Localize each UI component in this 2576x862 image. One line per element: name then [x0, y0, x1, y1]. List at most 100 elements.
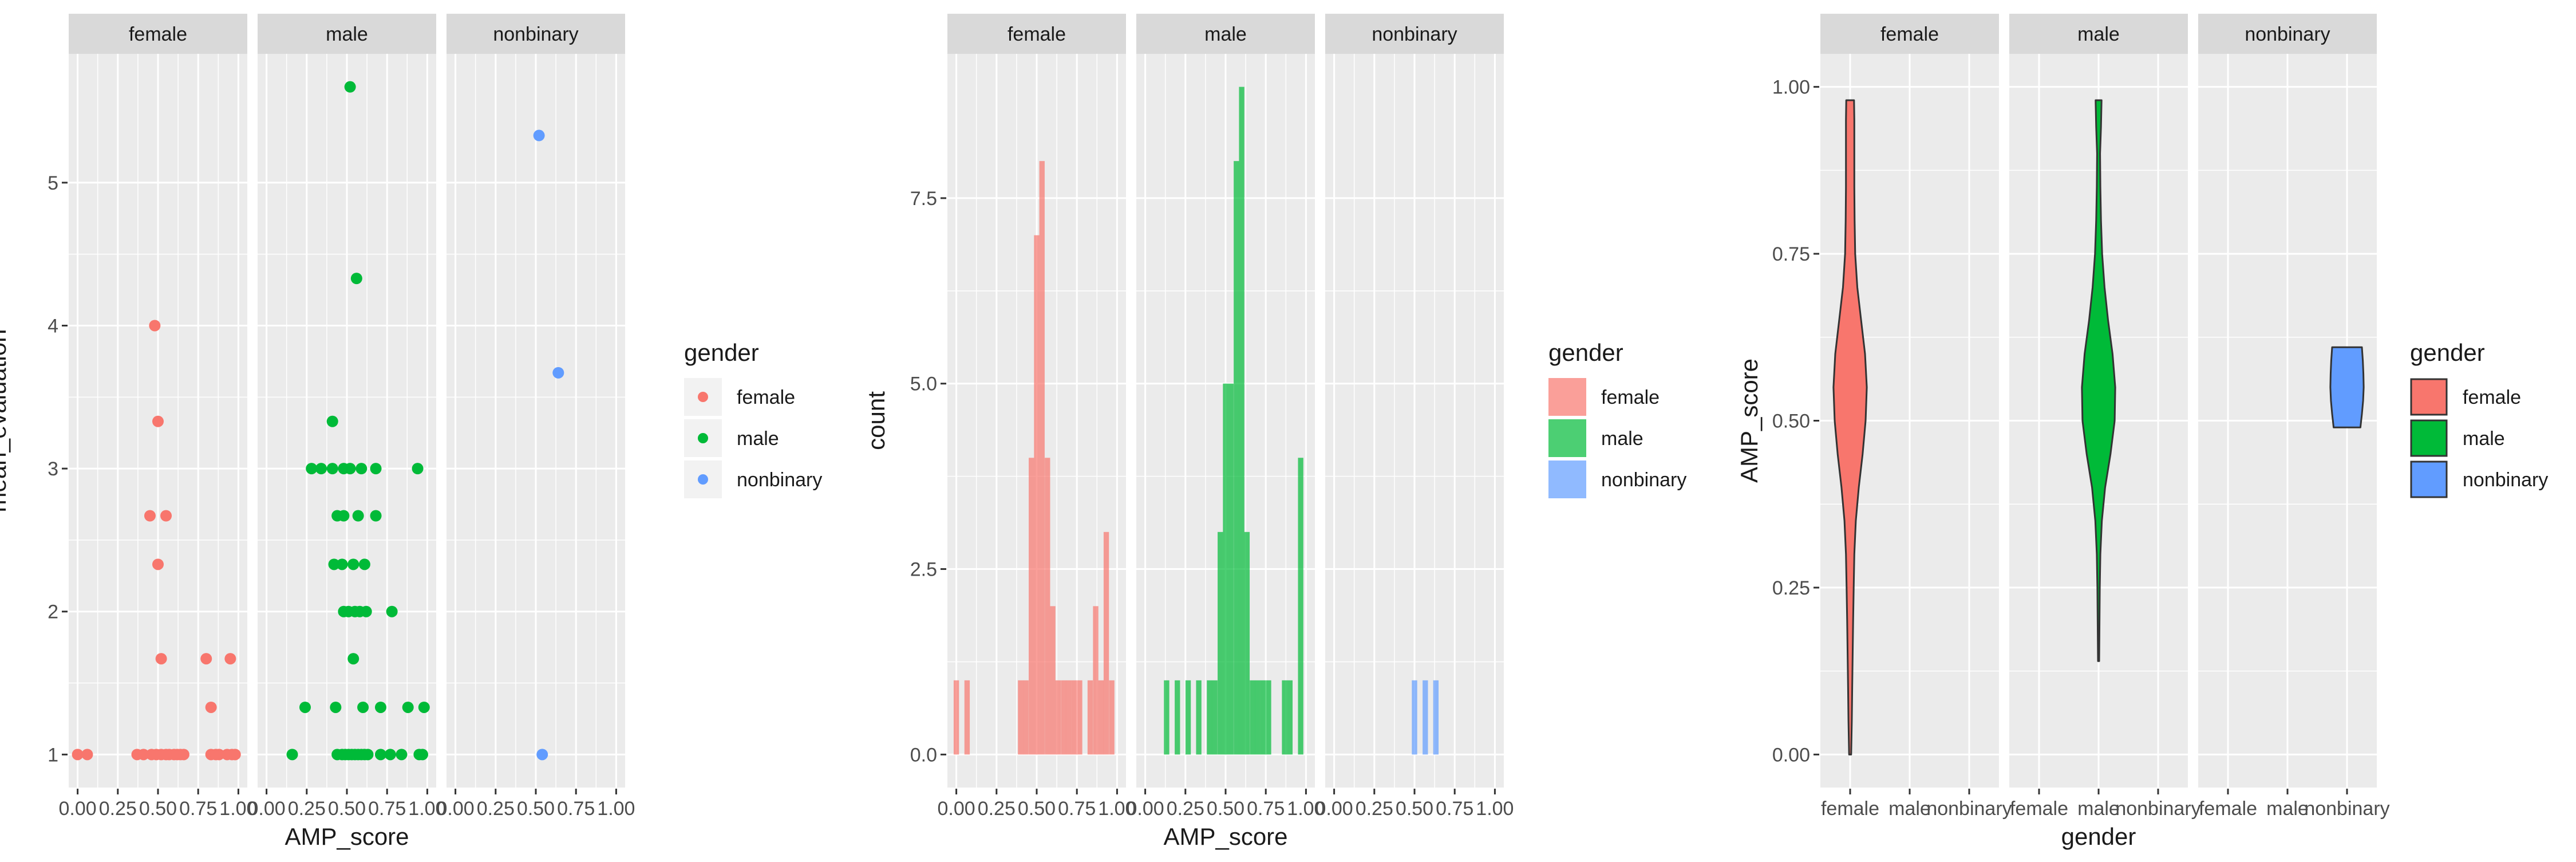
legend-label-male: male: [2463, 428, 2505, 450]
histogram-bar-female: [1029, 458, 1034, 754]
x-tick-label: 0.75: [1247, 798, 1285, 820]
legend-title: gender: [1548, 339, 1623, 366]
facet-strip-label: nonbinary: [2245, 23, 2330, 45]
histogram-bar-female: [1104, 532, 1109, 755]
histogram-bar-female: [1088, 680, 1093, 755]
x-tick-label: 0.75: [1058, 798, 1096, 820]
x-axis-title: AMP_score: [285, 823, 409, 850]
x-tick-label: male: [2266, 798, 2309, 820]
y-tick-label: 0.0: [910, 744, 937, 766]
y-tick-label: 2: [48, 601, 58, 623]
y-tick-label: 0.75: [1772, 243, 1810, 265]
x-tick-label: 0.00: [1315, 798, 1353, 820]
histogram-bar-female: [1040, 161, 1045, 754]
scatter-point-female: [160, 510, 172, 521]
histogram-bar-male: [1175, 680, 1180, 755]
histogram-bar-female: [1077, 680, 1082, 755]
x-tick-label: 0.00: [938, 798, 975, 820]
histogram-bar-female: [1018, 680, 1023, 755]
facet-strip-label: male: [326, 23, 368, 45]
y-tick-label: 5: [48, 172, 58, 194]
y-axis-title: AMP_score: [1736, 359, 1763, 483]
x-tick-label: 0.00: [437, 798, 475, 820]
histogram-bar-male: [1218, 532, 1223, 755]
legend-swatch-nonbinary: [698, 474, 708, 485]
legend-label-female: female: [737, 387, 795, 408]
x-tick-label: 0.25: [978, 798, 1016, 820]
scatter-point-male: [386, 606, 398, 617]
legend-label-female: female: [2463, 387, 2521, 408]
histogram-bar-male: [1212, 680, 1218, 755]
legend-swatch-female: [1548, 378, 1586, 416]
histogram-bar-male: [1244, 532, 1250, 755]
scatter-point-nonbinary: [536, 749, 548, 760]
scatter-point-male: [359, 558, 370, 570]
x-tick-label: 0.50: [139, 798, 177, 820]
histogram-bar-female: [1034, 235, 1039, 755]
histogram-bar-nonbinary: [1412, 680, 1417, 755]
facet-strip-label: male: [1204, 23, 1247, 45]
scatter-figure: 1 2 3 4 5 mean_evaluation female male nonbinary 0…: [0, 14, 822, 850]
x-tick-label: 0.25: [288, 798, 326, 820]
scatter-point-male: [370, 463, 382, 474]
x-tick-label: male: [2077, 798, 2120, 820]
x-tick-label: nonbinary: [2115, 798, 2200, 820]
facet-strip-label: nonbinary: [493, 23, 578, 45]
x-tick-label: 0.00: [59, 798, 97, 820]
y-tick-label: 3: [48, 458, 58, 480]
x-tick-label: 0.75: [368, 798, 406, 820]
legend-swatch-male: [2411, 420, 2447, 456]
scatter-point-male: [330, 702, 341, 713]
scatter-point-male: [351, 273, 362, 284]
x-tick-label: 0.50: [1207, 798, 1244, 820]
scatter-point-male: [345, 463, 356, 474]
x-tick-label: 0.50: [1396, 798, 1433, 820]
legend-label-nonbinary: nonbinary: [1601, 469, 1686, 491]
y-tick-label: 5.0: [910, 373, 937, 395]
histogram-bar-male: [1196, 680, 1201, 755]
facet-strip-label: nonbinary: [1372, 23, 1457, 45]
legend-label-nonbinary: nonbinary: [737, 469, 822, 491]
scatter-point-male: [353, 510, 364, 521]
x-tick-label: male: [1888, 798, 1931, 820]
legend-label-male: male: [1601, 428, 1643, 450]
scatter-point-female: [149, 320, 160, 332]
scatter-point-female: [224, 653, 236, 664]
x-tick-label: 0.25: [477, 798, 515, 820]
histogram-bar-female: [1072, 680, 1077, 755]
x-tick-label: 0.25: [99, 798, 137, 820]
legend-title: gender: [684, 339, 759, 366]
x-tick-label: 0.25: [1356, 798, 1393, 820]
scatter-point-female: [156, 653, 167, 664]
histogram-bar-female: [1109, 680, 1114, 755]
facet-strip-label: female: [1008, 23, 1066, 45]
x-tick-label: nonbinary: [2304, 798, 2389, 820]
histogram-bar-male: [1250, 680, 1255, 755]
y-tick-label: 2.5: [910, 559, 937, 581]
legend-swatch-female: [2411, 379, 2447, 415]
histogram-bar-male: [1239, 87, 1244, 755]
scatter-point-male: [361, 606, 372, 617]
histogram-bar-nonbinary: [1423, 680, 1428, 755]
x-tick-label: 1.00: [1476, 798, 1514, 820]
scatter-point-female: [144, 510, 156, 521]
x-tick-label: 0.50: [1018, 798, 1056, 820]
histogram-bar-male: [1298, 458, 1303, 754]
histogram-bar-female: [1061, 680, 1066, 755]
x-tick-label: female: [1821, 798, 1879, 820]
scatter-point-female: [200, 653, 212, 664]
histogram-bar-male: [1266, 680, 1271, 755]
histogram-bar-male: [1234, 161, 1239, 754]
scatter-point-male: [417, 749, 428, 760]
scatter-point-male: [355, 463, 367, 474]
histogram-bar-nonbinary: [1433, 680, 1439, 755]
histogram-bar-female: [965, 680, 970, 755]
legend-swatch-nonbinary: [1548, 460, 1586, 498]
legend-swatch-nonbinary: [2411, 462, 2447, 497]
scatter-point-male: [402, 702, 414, 713]
scatter-point-male: [347, 558, 359, 570]
x-tick-label: 0.50: [328, 798, 366, 820]
scatter-point-male: [370, 510, 382, 521]
histogram-bar-male: [1287, 680, 1293, 755]
y-tick-label: 0.50: [1772, 411, 1810, 432]
